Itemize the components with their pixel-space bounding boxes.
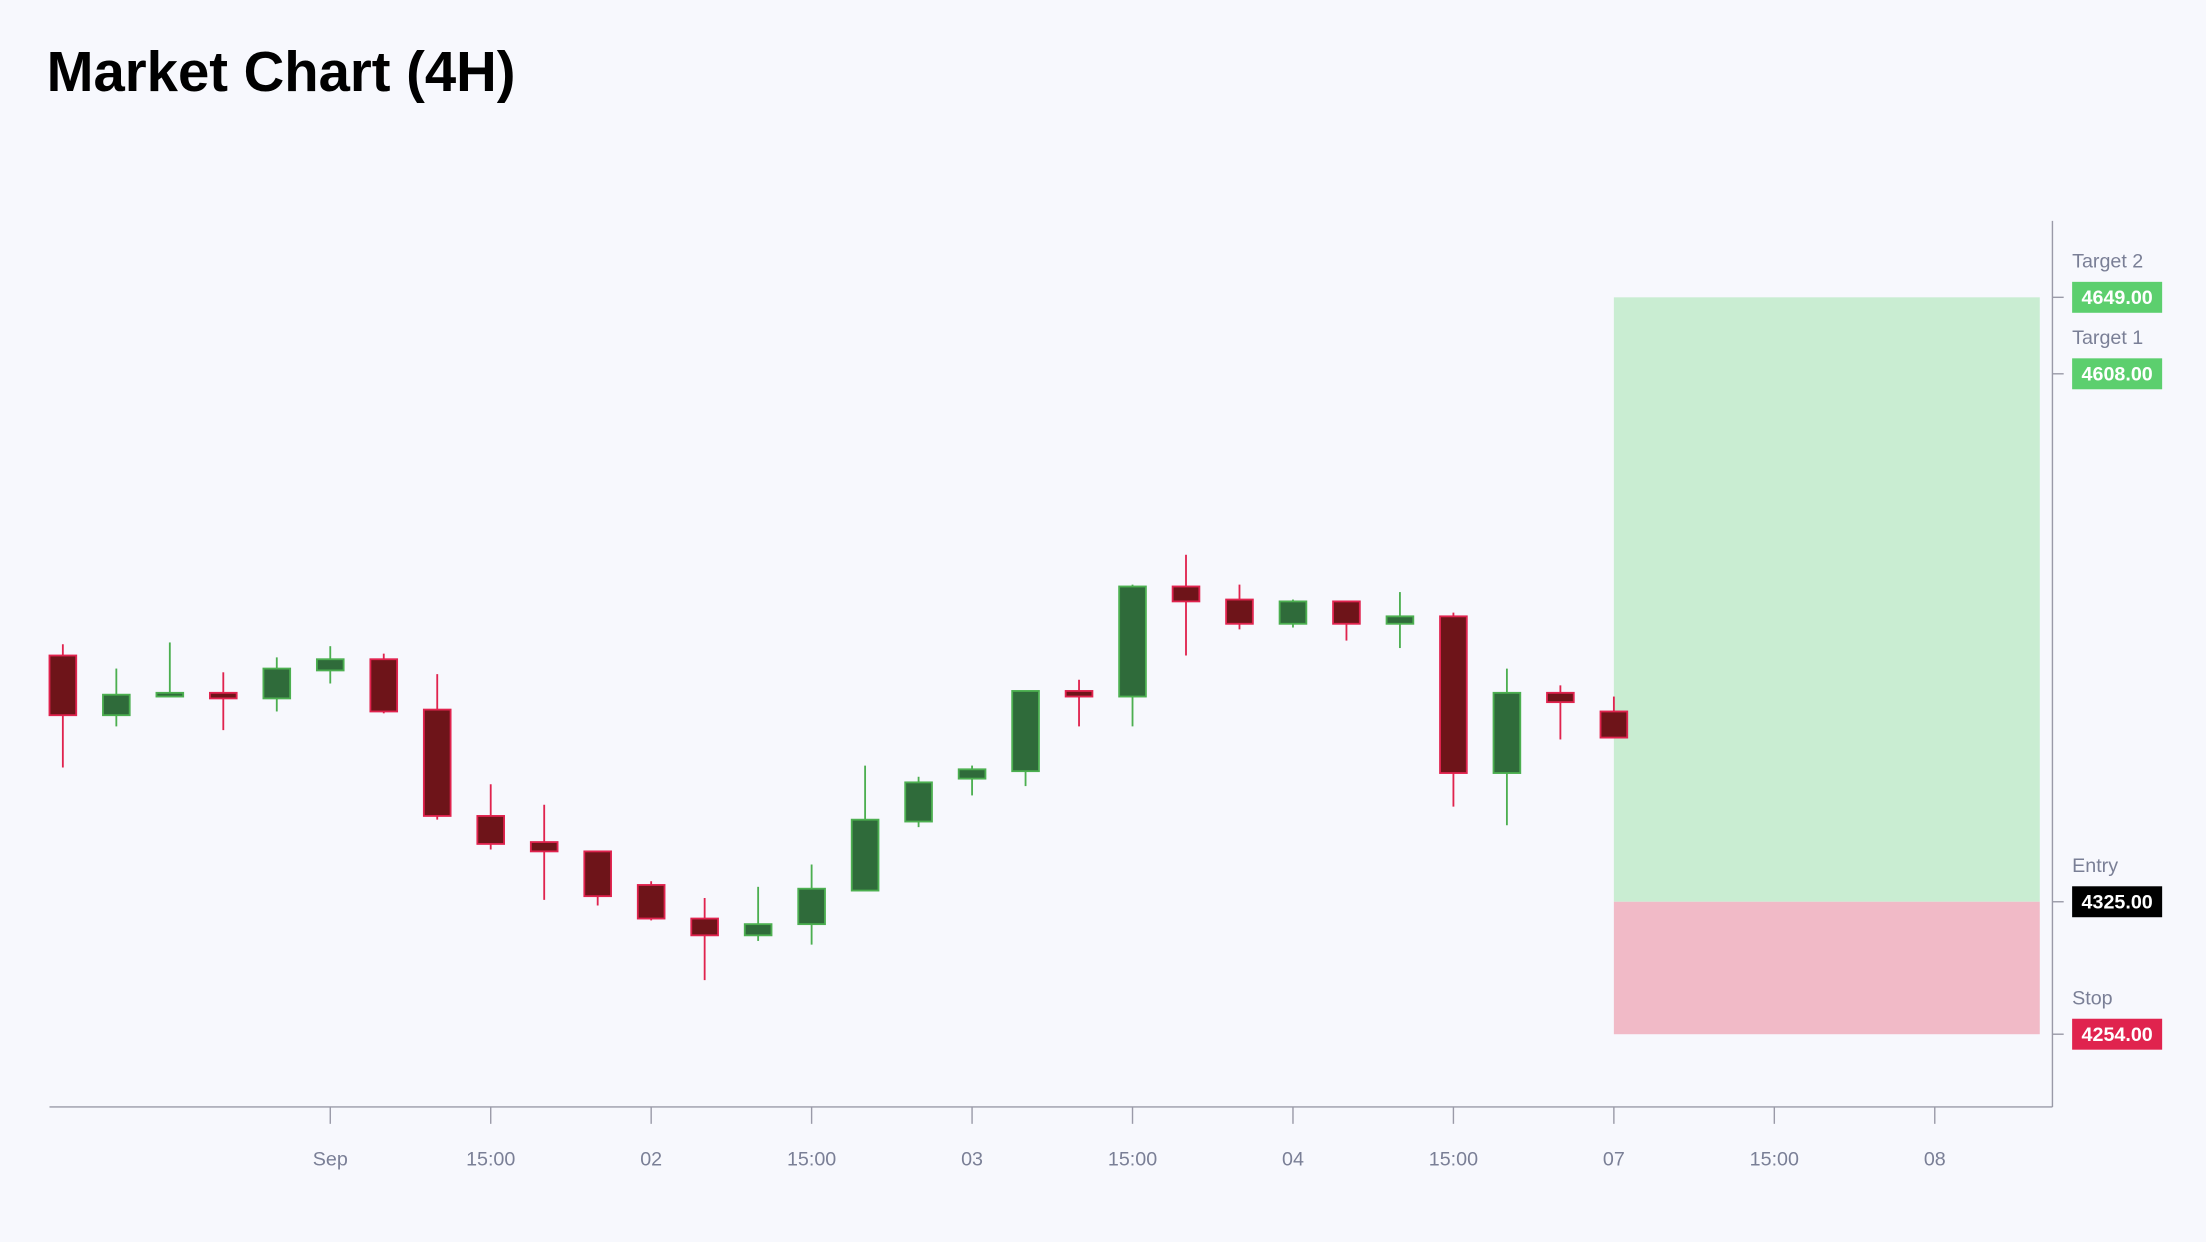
candle-body [1064,690,1094,698]
candle-body [102,693,131,717]
x-tick-label: 02 [640,1149,662,1171]
candle-body [1385,615,1415,625]
level-value: 4325.00 [2082,891,2153,913]
candle-body [1118,585,1147,698]
level-badge [2072,281,2163,313]
chart-title: Market Chart (4H) [47,40,516,103]
x-tick-label: 08 [1924,1149,1946,1171]
candle-body [262,667,292,700]
x-tick-label: Sep [313,1149,348,1171]
x-tick-label: 15:00 [1429,1149,1478,1171]
x-tick-label: 03 [961,1149,983,1171]
candles [48,554,1629,981]
level-value: 4649.00 [2082,287,2153,309]
level-name: Target 1 [2072,327,2143,349]
candle-body [797,887,826,926]
candle-body [743,923,773,937]
x-tick-label: 15:00 [1108,1149,1157,1171]
candle-body [690,917,719,937]
candle-body [583,850,612,898]
candle-body [476,815,506,845]
level-value: 4608.00 [2082,363,2153,385]
candle-body [1546,691,1575,704]
candle-body [1171,585,1201,603]
candle-body [155,691,185,698]
candle-body [1599,710,1629,739]
candle-body [315,658,345,672]
candle-body [1492,691,1522,774]
x-tick-label: 15:00 [1750,1149,1799,1171]
candle-body [636,884,666,920]
x-tick-label: 15:00 [466,1149,515,1171]
profit-zone [1613,297,2040,902]
candle-body [957,768,987,780]
level-badge [2072,358,2163,390]
candle-body [369,658,399,713]
x-tick-label: 04 [1282,1149,1304,1171]
candle-body [1011,690,1040,773]
x-tick-label: 15:00 [787,1149,836,1171]
candle-body [209,691,238,700]
x-tick-label: 07 [1603,1149,1625,1171]
candle-body [1225,598,1254,625]
loss-zone [1613,901,2040,1035]
candle-body [1278,600,1308,625]
candle-body [422,708,452,817]
candle-body [529,841,559,853]
level-name: Stop [2072,987,2113,1009]
level-value: 4254.00 [2082,1024,2153,1046]
candle-body [1332,600,1361,625]
candle-body [904,781,933,823]
level-badge [2072,886,2163,918]
candle-body [1439,615,1468,774]
level-badge [2072,1018,2163,1050]
level-name: Target 2 [2072,250,2143,272]
candle-body [850,818,880,892]
candle-body [48,654,78,717]
level-name: Entry [2072,855,2118,877]
